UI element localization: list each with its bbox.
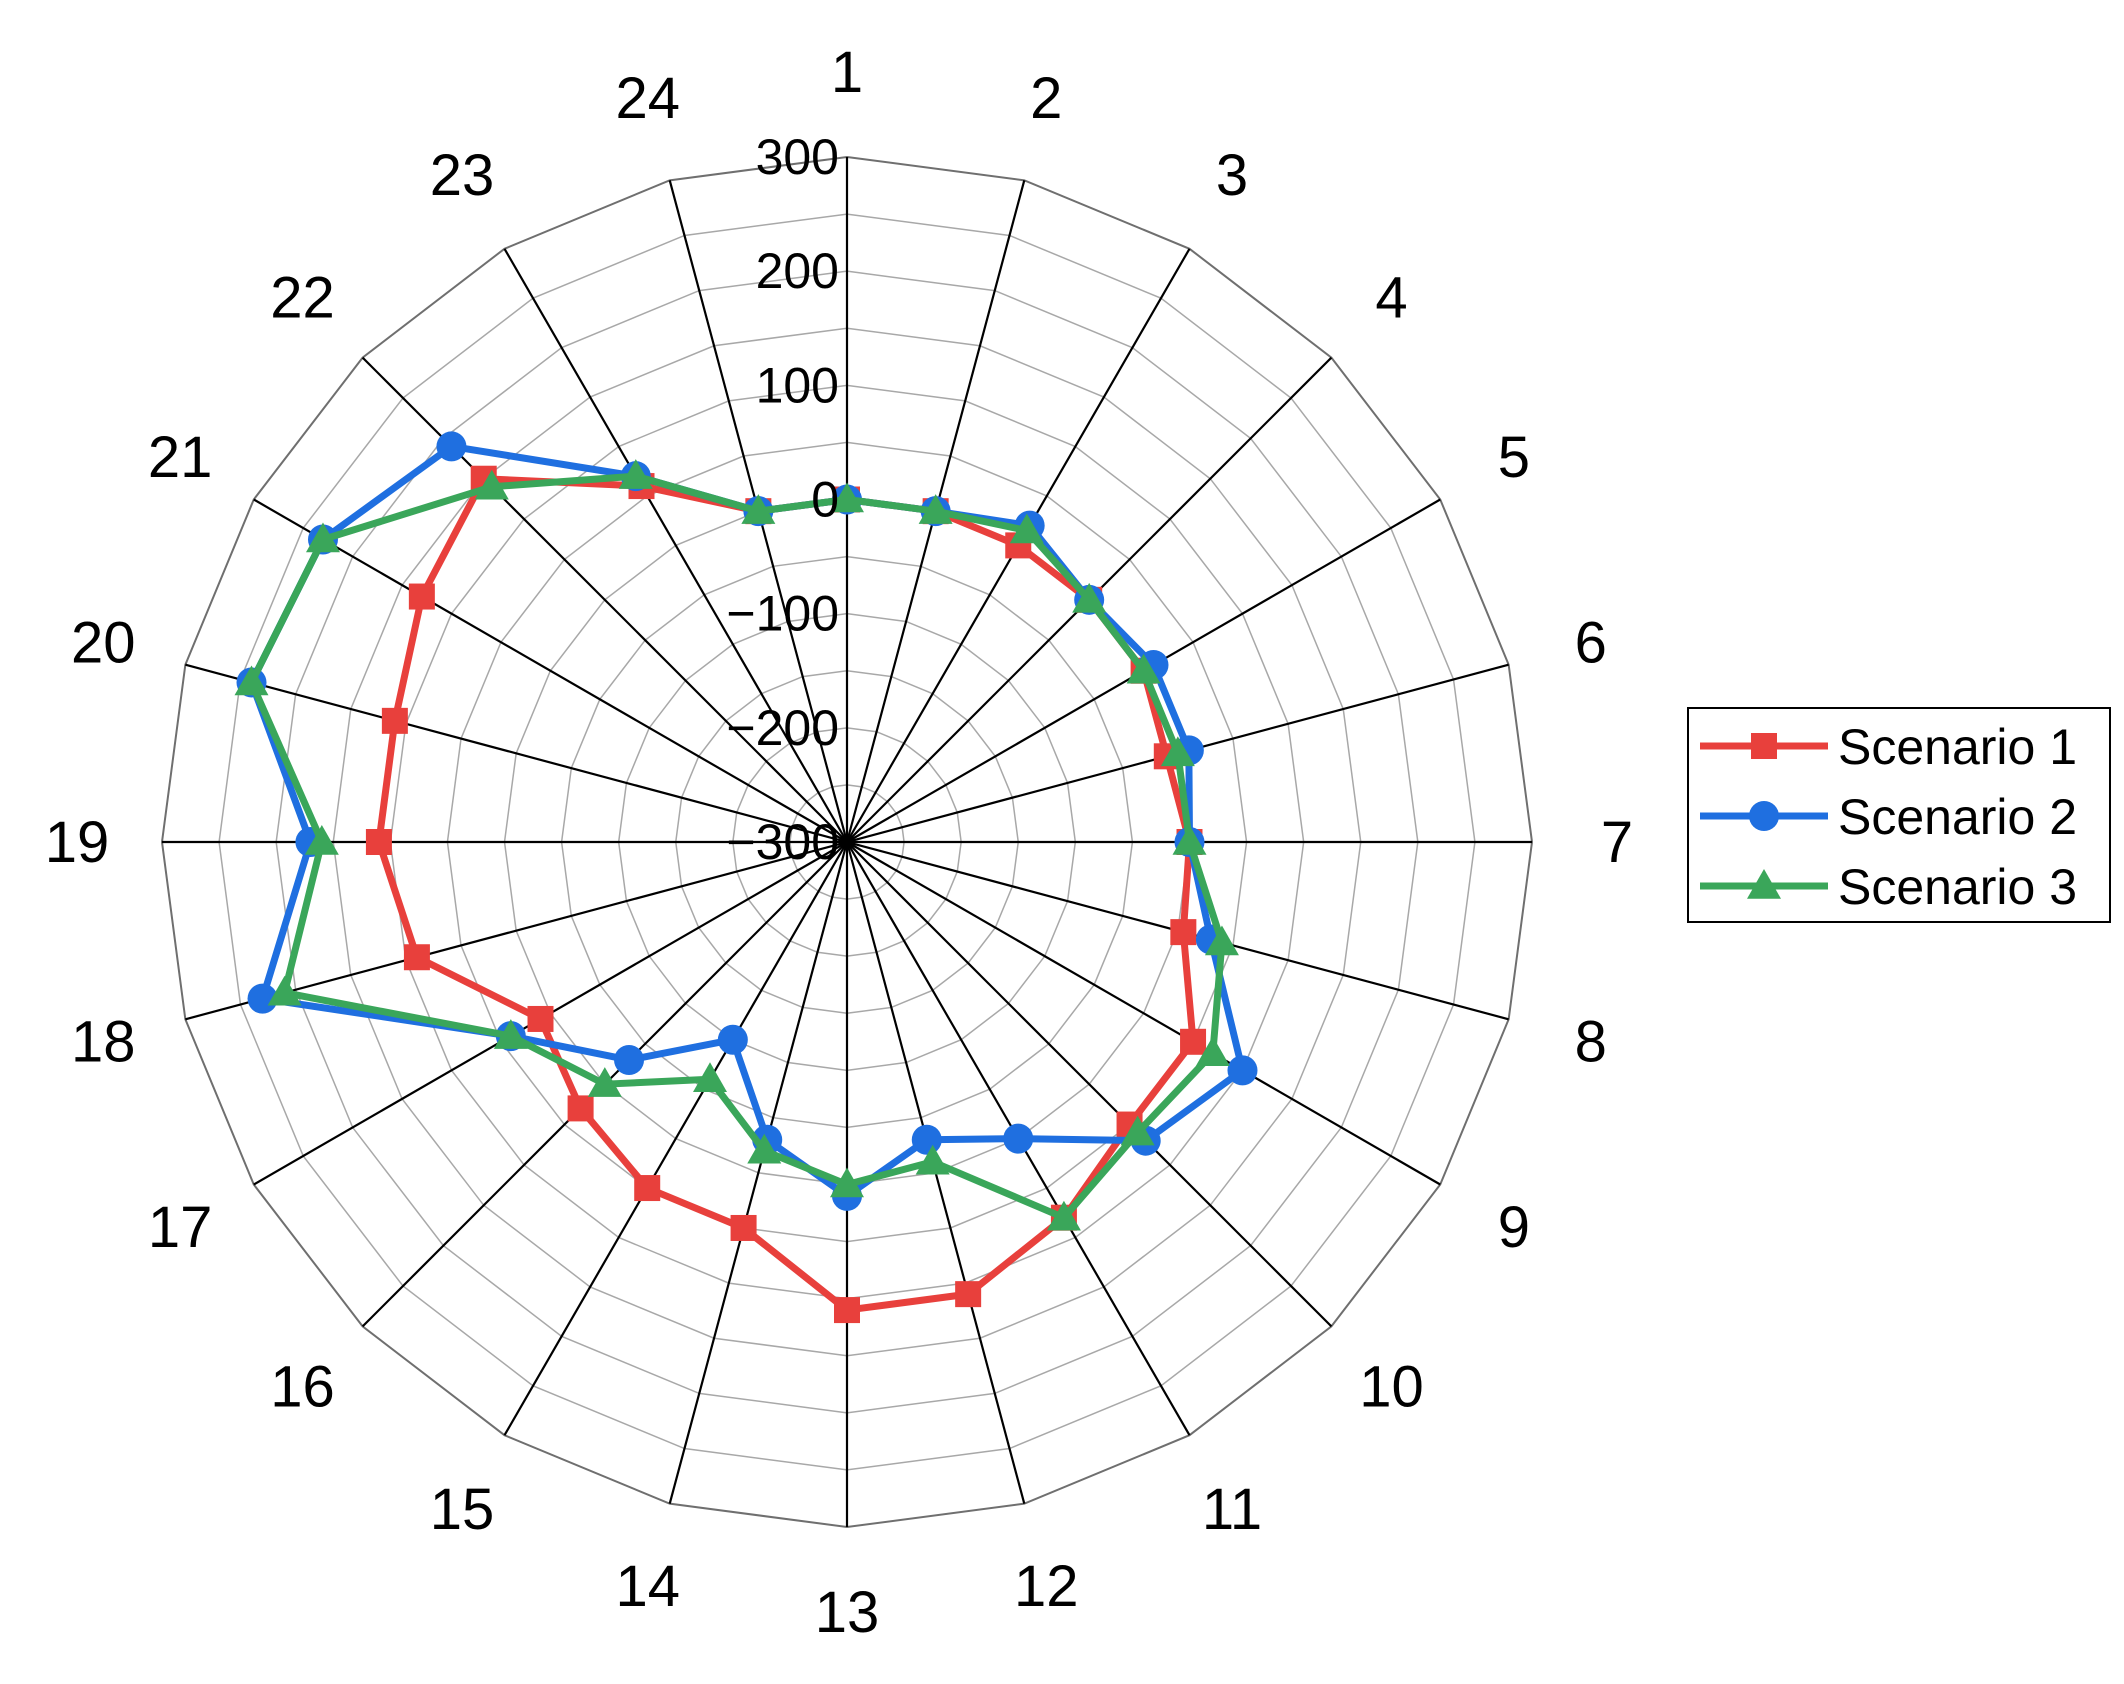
category-label: 12 — [1014, 1554, 1079, 1619]
data-point-marker — [493, 1019, 528, 1049]
data-point-marker — [693, 1062, 727, 1093]
data-point-marker — [1227, 1055, 1258, 1086]
category-label: 6 — [1575, 611, 1607, 676]
data-point-marker — [1751, 733, 1777, 759]
category-label: 11 — [1202, 1477, 1262, 1542]
category-label: 16 — [270, 1354, 335, 1419]
category-label: 4 — [1375, 266, 1407, 331]
data-point-marker — [247, 983, 278, 1014]
data-point-marker — [634, 1175, 661, 1202]
data-point-marker — [305, 522, 340, 553]
radial-tick-label: −100 — [726, 586, 839, 642]
legend: Scenario 1 Scenario 2 Scenario 3 — [1687, 707, 2111, 923]
data-point-marker — [1747, 869, 1781, 899]
spoke — [185, 663, 848, 844]
data-point-marker — [234, 665, 269, 696]
spoke — [185, 840, 848, 1021]
data-point-marker — [587, 1067, 622, 1097]
data-point-marker — [830, 1167, 864, 1198]
data-point-marker — [830, 482, 864, 513]
data-point-marker — [1003, 1123, 1034, 1154]
data-point-marker — [1204, 925, 1239, 956]
category-label: 22 — [270, 266, 335, 331]
data-point-marker — [365, 829, 392, 855]
data-point-marker — [408, 583, 435, 610]
data-point-marker — [1749, 801, 1779, 831]
data-point-marker — [436, 431, 467, 462]
spoke — [846, 841, 1441, 1186]
category-label: 8 — [1575, 1009, 1607, 1074]
data-point-marker — [614, 1044, 645, 1075]
category-label: 9 — [1498, 1195, 1530, 1260]
data-point-marker — [1009, 513, 1044, 544]
data-point-marker — [474, 469, 509, 500]
data-point-marker — [618, 459, 653, 489]
category-label: 15 — [430, 1477, 495, 1542]
category-label: 1 — [831, 40, 863, 105]
data-point-marker — [527, 1005, 554, 1032]
legend-label: Scenario 1 — [1838, 719, 2077, 775]
radar-series — [234, 431, 1258, 1324]
radial-tick-label: −200 — [726, 700, 839, 756]
spoke — [253, 498, 848, 843]
data-point-marker — [915, 1144, 950, 1175]
data-point-marker — [747, 1133, 782, 1164]
data-point-marker — [1160, 736, 1195, 767]
category-label: 3 — [1216, 143, 1248, 208]
data-point-marker — [717, 1024, 748, 1055]
category-label: 5 — [1498, 425, 1530, 490]
category-label: 20 — [71, 611, 136, 676]
data-point-marker — [1120, 1115, 1155, 1146]
data-point-marker — [1172, 825, 1207, 855]
category-label: 23 — [430, 143, 495, 208]
data-point-marker — [381, 707, 408, 734]
radial-tick-label: 300 — [756, 129, 839, 185]
data-point-marker — [567, 1095, 594, 1122]
data-point-marker — [955, 1281, 982, 1308]
category-label: 24 — [615, 66, 680, 131]
data-point-marker — [1170, 919, 1197, 946]
data-point-marker — [1195, 1036, 1230, 1066]
radial-tick-label: −300 — [726, 814, 839, 870]
spoke — [668, 841, 849, 1504]
data-point-marker — [730, 1214, 757, 1241]
data-point-marker — [1180, 1028, 1207, 1055]
data-point-marker — [304, 825, 339, 855]
category-label: 10 — [1359, 1354, 1424, 1419]
category-label: 2 — [1030, 66, 1062, 131]
radial-tick-labels: −300 −200 −100 0 100 200 300 — [726, 129, 839, 870]
category-label: 18 — [71, 1009, 136, 1074]
category-label: 17 — [148, 1195, 213, 1260]
category-label: 14 — [615, 1554, 680, 1619]
legend-item: Scenario 1 — [1700, 719, 2077, 775]
radial-tick-label: 100 — [756, 357, 839, 413]
spoke — [503, 248, 848, 843]
data-point-marker — [1072, 582, 1107, 613]
legend-item: Scenario 3 — [1700, 859, 2077, 915]
radial-tick-label: 0 — [811, 472, 839, 528]
series-3 — [234, 459, 1239, 1231]
radial-tick-label: 200 — [756, 243, 839, 299]
data-point-marker — [911, 1124, 942, 1155]
data-point-marker — [403, 944, 430, 971]
data-point-marker — [918, 494, 953, 524]
legend-item: Scenario 2 — [1700, 789, 2077, 845]
data-point-marker — [834, 1297, 860, 1324]
spoke — [503, 841, 848, 1436]
data-point-marker — [267, 975, 302, 1006]
category-label: 19 — [45, 810, 110, 875]
spoke — [846, 841, 1333, 1328]
category-label: 13 — [815, 1580, 880, 1645]
data-point-marker — [1046, 1200, 1081, 1231]
category-label: 21 — [148, 425, 213, 490]
data-point-marker — [1126, 653, 1161, 684]
legend-label: Scenario 2 — [1838, 789, 2077, 845]
data-point-marker — [741, 494, 776, 524]
category-label: 7 — [1601, 810, 1633, 875]
legend-label: Scenario 3 — [1838, 859, 2077, 915]
